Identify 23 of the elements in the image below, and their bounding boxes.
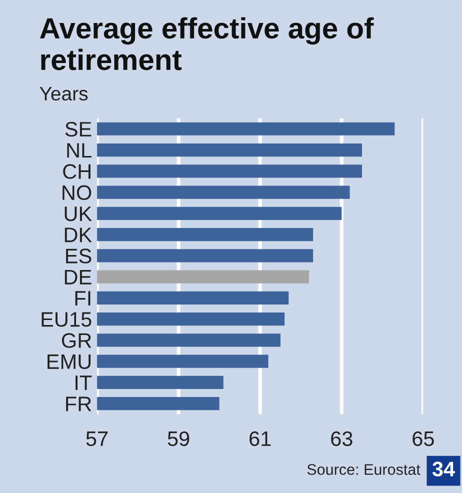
y-tick-label: CH <box>63 164 90 179</box>
source-note: Source: Eurostat <box>307 464 420 475</box>
y-tick-label: DE <box>64 270 92 284</box>
y-tick-label: EU15 <box>42 312 92 327</box>
text: 34 <box>432 462 455 476</box>
y-tick-label: GR <box>62 333 92 348</box>
y-tick-label: NL <box>67 143 92 158</box>
x-tick-label: 61 <box>250 431 271 446</box>
y-tick-label: EMU <box>48 354 91 370</box>
y-tick-label: UK <box>64 206 92 222</box>
chart-title: Average effective age of retirement <box>40 17 374 70</box>
y-tick-label: DK <box>64 228 92 242</box>
y-tick-label: NO <box>62 185 92 200</box>
x-tick-label: 63 <box>331 431 352 446</box>
x-tick-label: 59 <box>168 431 190 446</box>
y-tick-label: FI <box>75 291 90 306</box>
x-tick-label: 65 <box>412 431 434 446</box>
y-tick-label: IT <box>76 376 92 390</box>
y-tick-label: ES <box>66 248 92 264</box>
x-tick-label: 57 <box>86 432 108 446</box>
y-tick-label: SE <box>65 122 92 137</box>
y-tick-label: FR <box>66 396 92 412</box>
chart-subtitle: Years <box>40 86 88 101</box>
